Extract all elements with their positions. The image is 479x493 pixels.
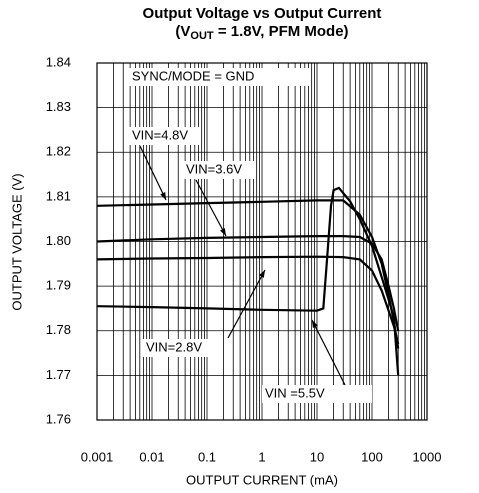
arrow-head xyxy=(220,228,226,236)
curve xyxy=(96,199,400,349)
y-tick-label: 1.80 xyxy=(46,233,71,248)
x-axis-label: OUTPUT CURRENT (mA) xyxy=(186,472,338,487)
x-tick-label: 0.01 xyxy=(139,449,164,464)
x-tick-label: 1 xyxy=(258,449,265,464)
label-bg xyxy=(129,68,309,86)
series-label: VIN=2.8V xyxy=(146,339,202,354)
y-tick-label: 1.78 xyxy=(46,322,71,337)
x-tick-label: 100 xyxy=(361,449,383,464)
y-axis-label: OUTPUT VOLTAGE (V) xyxy=(9,173,24,310)
arrow-line xyxy=(311,319,346,386)
subtitle-part: (V xyxy=(175,23,190,40)
y-tick-label: 1.77 xyxy=(46,367,71,382)
x-tick-label: 1000 xyxy=(413,449,442,464)
y-tick-label: 1.76 xyxy=(46,411,71,426)
x-tick-label: 0.001 xyxy=(81,449,114,464)
arrow-head xyxy=(312,320,318,328)
y-tick-label: 1.83 xyxy=(46,99,71,114)
chart-title: Output Voltage vs Output Current xyxy=(143,5,382,22)
x-tick-label: 0.1 xyxy=(198,449,216,464)
curve xyxy=(96,235,400,332)
x-tick-label: 10 xyxy=(310,449,324,464)
arrow-line xyxy=(139,145,167,201)
y-tick-label: 1.81 xyxy=(46,188,71,203)
arrow-line xyxy=(227,269,266,339)
curve xyxy=(96,186,400,376)
subtitle-subscript: OUT xyxy=(190,30,214,42)
chart-subtitle: (VOUT = 1.8V, PFM Mode) xyxy=(175,23,348,42)
y-tick-label: 1.82 xyxy=(46,144,71,159)
label-bg xyxy=(262,385,372,403)
series-label: VIN =5.5V xyxy=(265,385,325,400)
series-label: VIN=3.6V xyxy=(186,161,242,176)
y-tick-label: 1.84 xyxy=(46,54,71,69)
label-bg xyxy=(143,339,223,357)
subtitle-part: = 1.8V, PFM Mode) xyxy=(214,23,349,40)
label-bg xyxy=(183,161,255,179)
curve xyxy=(96,255,400,345)
label-bg xyxy=(129,127,201,145)
series-label: VIN=4.8V xyxy=(132,127,188,142)
y-tick-label: 1.79 xyxy=(46,278,71,293)
arrow-head xyxy=(258,270,265,278)
arrow-line xyxy=(195,179,227,237)
series-label: SYNC/MODE = GND xyxy=(132,68,254,83)
arrow-head xyxy=(160,192,166,200)
